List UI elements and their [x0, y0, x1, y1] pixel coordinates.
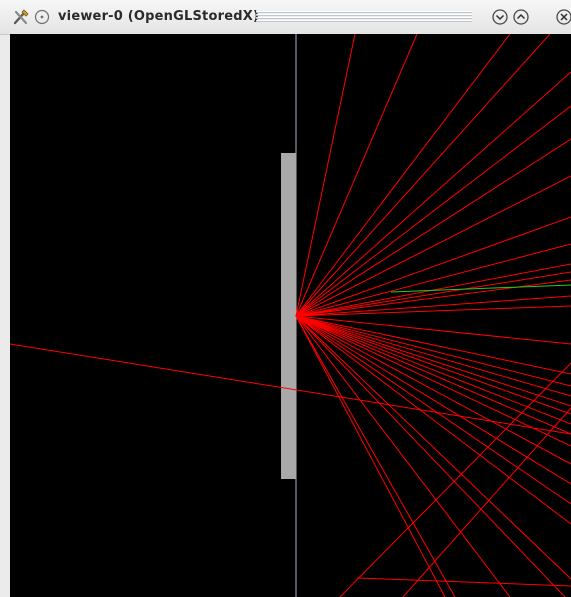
window-title: viewer-0 (OpenGLStoredX)	[58, 9, 260, 24]
opengl-viewport[interactable]	[10, 34, 571, 597]
ray-track	[295, 34, 551, 317]
ray-track	[295, 305, 571, 317]
ray-track-horizontal	[10, 343, 571, 435]
chevron-down-icon[interactable]	[489, 6, 511, 28]
ray-track	[295, 315, 571, 397]
ray-track	[295, 315, 571, 485]
ray-track	[295, 34, 418, 317]
ray-track	[295, 138, 571, 317]
ray-track	[295, 315, 571, 465]
title-bar[interactable]: viewer-0 (OpenGLStoredX)	[0, 0, 571, 35]
ray-track-diagonal-2	[402, 407, 571, 597]
ray-track	[295, 105, 571, 317]
ray-track	[295, 315, 571, 435]
ray-track	[295, 315, 571, 375]
ray-track	[295, 271, 571, 317]
ray-track	[295, 315, 446, 597]
ray-track	[295, 315, 511, 597]
ray-track	[295, 279, 571, 317]
ray-track	[295, 71, 571, 317]
chevron-up-icon[interactable]	[510, 6, 532, 28]
ray-track	[295, 315, 571, 345]
ray-track	[295, 315, 571, 387]
ray-track	[295, 315, 566, 597]
ray-track	[295, 243, 571, 317]
circle-menu-icon[interactable]	[31, 6, 53, 28]
ray-track	[295, 216, 571, 317]
scene-svg	[10, 34, 571, 597]
ray-track	[295, 315, 571, 447]
ray-track-green	[390, 284, 571, 293]
ray-track	[295, 315, 571, 415]
detector-plate	[281, 153, 296, 479]
close-icon[interactable]	[553, 6, 571, 28]
ray-track	[295, 315, 456, 597]
ray-track	[295, 315, 571, 580]
ray-track	[295, 175, 571, 317]
ray-track	[295, 315, 571, 407]
ray-track-diagonal-1	[339, 362, 571, 597]
ray-track	[295, 295, 571, 317]
ray-track	[295, 315, 571, 425]
ray-track	[295, 315, 571, 525]
ray-tracks	[295, 34, 571, 597]
ray-track	[295, 315, 571, 505]
ray-track	[295, 34, 511, 317]
title-bar-grip	[256, 11, 472, 23]
ray-track-bottom	[356, 577, 571, 587]
ray-track	[295, 34, 356, 317]
tools-icon[interactable]	[10, 6, 32, 28]
